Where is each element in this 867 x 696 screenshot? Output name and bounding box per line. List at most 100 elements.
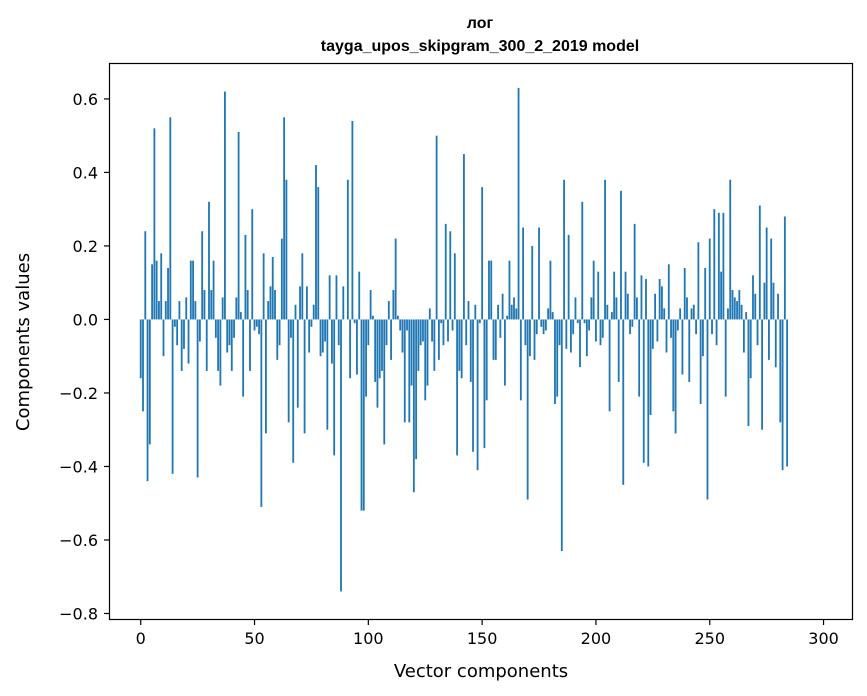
bar	[274, 290, 276, 320]
bar	[426, 319, 429, 386]
bar	[365, 319, 367, 397]
bar	[533, 319, 536, 360]
bar	[353, 319, 356, 324]
bar	[481, 187, 484, 320]
bar	[554, 319, 556, 404]
bar	[783, 216, 786, 320]
bar	[692, 304, 695, 320]
bar	[569, 319, 572, 353]
bar	[201, 231, 204, 320]
bar	[428, 308, 431, 320]
bar	[697, 242, 700, 320]
bar	[547, 308, 550, 320]
bar	[162, 319, 165, 357]
bar	[212, 260, 215, 320]
bar	[588, 319, 591, 331]
bar	[267, 301, 270, 320]
bar	[615, 297, 618, 320]
bar	[158, 301, 160, 320]
bar	[437, 319, 440, 360]
bar	[574, 297, 577, 320]
bar	[285, 179, 288, 320]
bar	[235, 297, 238, 320]
bar	[636, 297, 638, 320]
bar	[169, 117, 172, 320]
bar	[237, 132, 240, 320]
bar	[456, 319, 459, 456]
bar	[258, 319, 260, 335]
bar	[656, 319, 659, 342]
bar	[631, 319, 634, 327]
bar	[476, 319, 479, 471]
bar	[542, 319, 545, 335]
bar	[321, 319, 324, 353]
bar	[312, 304, 315, 320]
bar	[604, 179, 606, 320]
bar	[727, 308, 729, 320]
bar	[239, 312, 242, 320]
bar	[610, 312, 613, 320]
x-tick-label: 300	[808, 629, 839, 648]
bar	[278, 319, 281, 346]
bar	[210, 290, 213, 320]
bar	[394, 238, 397, 320]
y-tick-label: 0.2	[73, 237, 98, 256]
bar	[654, 293, 657, 320]
bar	[331, 319, 333, 364]
bar	[517, 87, 520, 320]
bar	[301, 253, 304, 320]
bar	[422, 319, 424, 342]
bar	[358, 271, 361, 320]
bar	[503, 319, 506, 386]
bar	[431, 319, 433, 342]
x-tick-label: 150	[467, 629, 498, 648]
bar	[720, 271, 723, 320]
bar	[385, 319, 388, 346]
bar	[419, 319, 422, 346]
bar	[688, 319, 691, 382]
bar	[485, 319, 488, 401]
bar	[749, 319, 752, 379]
bar	[708, 238, 711, 320]
bar	[740, 304, 743, 320]
bar	[442, 319, 445, 346]
bar	[745, 312, 748, 320]
bar	[665, 319, 668, 353]
bar	[756, 319, 759, 346]
bar	[601, 319, 604, 338]
bar	[779, 319, 782, 423]
bar	[626, 293, 629, 320]
bar	[661, 286, 663, 320]
x-tick-label: 100	[353, 629, 384, 648]
y-tick-label: −0.2	[59, 384, 98, 403]
bar	[287, 319, 290, 423]
bar	[595, 319, 597, 342]
bar	[253, 319, 256, 331]
bar	[690, 308, 693, 320]
bar	[777, 293, 779, 320]
bar	[151, 264, 154, 320]
bar	[510, 304, 513, 320]
bar	[440, 319, 443, 324]
bar	[406, 319, 408, 331]
bar	[283, 117, 286, 320]
bar	[647, 319, 650, 467]
bar	[435, 135, 438, 320]
bar	[786, 319, 789, 467]
bar	[412, 319, 415, 493]
chart-title: лог	[467, 15, 494, 32]
bar	[642, 319, 645, 463]
bar	[592, 260, 595, 320]
bar	[208, 201, 210, 320]
bar	[319, 319, 322, 357]
bar	[494, 319, 497, 360]
bar	[305, 286, 308, 320]
bar	[717, 212, 720, 320]
bar	[362, 319, 365, 511]
bar	[506, 315, 509, 320]
bar	[724, 319, 727, 397]
x-tick-label: 200	[581, 629, 612, 648]
y-ticks: −0.8 −0.6 −0.4 −0.2 0.0 0.2 0.4 0.6	[59, 90, 110, 623]
bar	[374, 319, 377, 382]
